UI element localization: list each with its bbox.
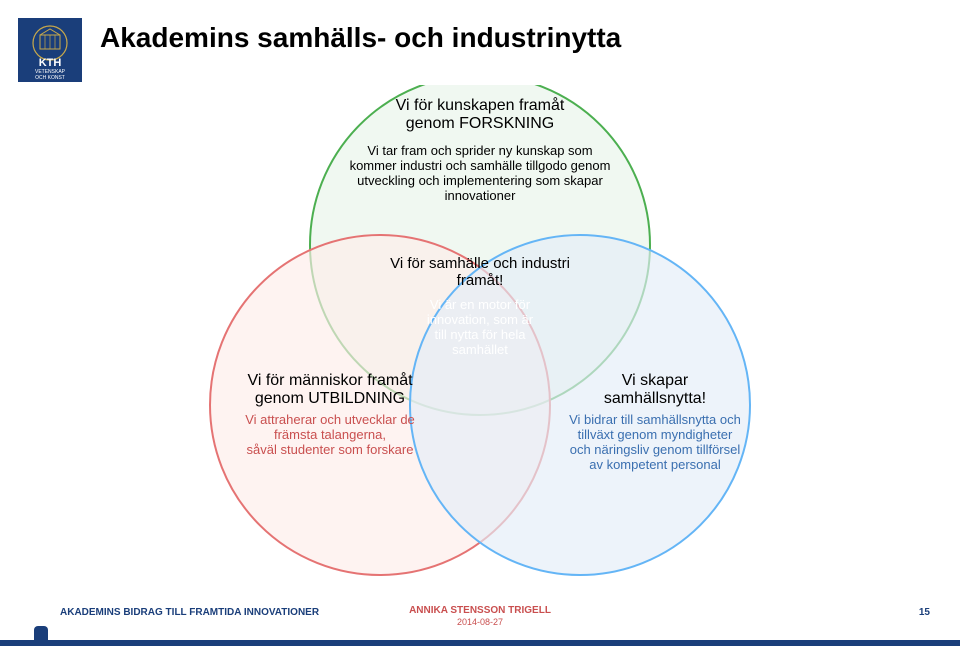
venn-diagram: Vi för kunskapen framåtgenom FORSKNING V… — [150, 85, 810, 565]
svg-text:KTH: KTH — [39, 57, 62, 69]
svg-text:OCH KONST: OCH KONST — [35, 75, 65, 81]
venn-left-heading: Vi för människor framåtgenom UTBILDNING — [220, 372, 440, 408]
footer-author: ANNIKA STENSSON TRIGELL — [409, 605, 551, 617]
footer-tab — [34, 626, 48, 640]
venn-top-text: Vi för kunskapen framåtgenom FORSKNING V… — [300, 97, 660, 203]
venn-right-text: Vi skaparsamhällsnytta! Vi bidrar till s… — [545, 372, 765, 472]
venn-top-body: Vi tar fram och sprider ny kunskap somko… — [300, 143, 660, 203]
venn-center-heading: Vi för samhälle och industriframåt! — [375, 255, 585, 289]
footer-page-number: 15 — [919, 607, 930, 618]
venn-left-text: Vi för människor framåtgenom UTBILDNING … — [220, 372, 440, 457]
footer-date: 2014-08-27 — [409, 617, 551, 628]
venn-right-body: Vi bidrar till samhällsnytta ochtillväxt… — [545, 412, 765, 472]
footer-bar — [0, 640, 960, 646]
venn-top-heading: Vi för kunskapen framåtgenom FORSKNING — [300, 97, 660, 133]
venn-left-body: Vi attraherar och utvecklar defrämsta ta… — [220, 412, 440, 457]
venn-right-heading: Vi skaparsamhällsnytta! — [545, 372, 765, 408]
venn-center-body: Vi är en motor förinnovation, som ärtill… — [405, 297, 555, 357]
footer-center-text: ANNIKA STENSSON TRIGELL 2014-08-27 — [409, 605, 551, 628]
page-title: Akademins samhälls- och industrinytta — [100, 22, 621, 54]
footer-left-text: AKADEMINS BIDRAG TILL FRAMTIDA INNOVATIO… — [60, 607, 319, 618]
kth-logo: KTH VETENSKAP OCH KONST — [18, 18, 82, 82]
